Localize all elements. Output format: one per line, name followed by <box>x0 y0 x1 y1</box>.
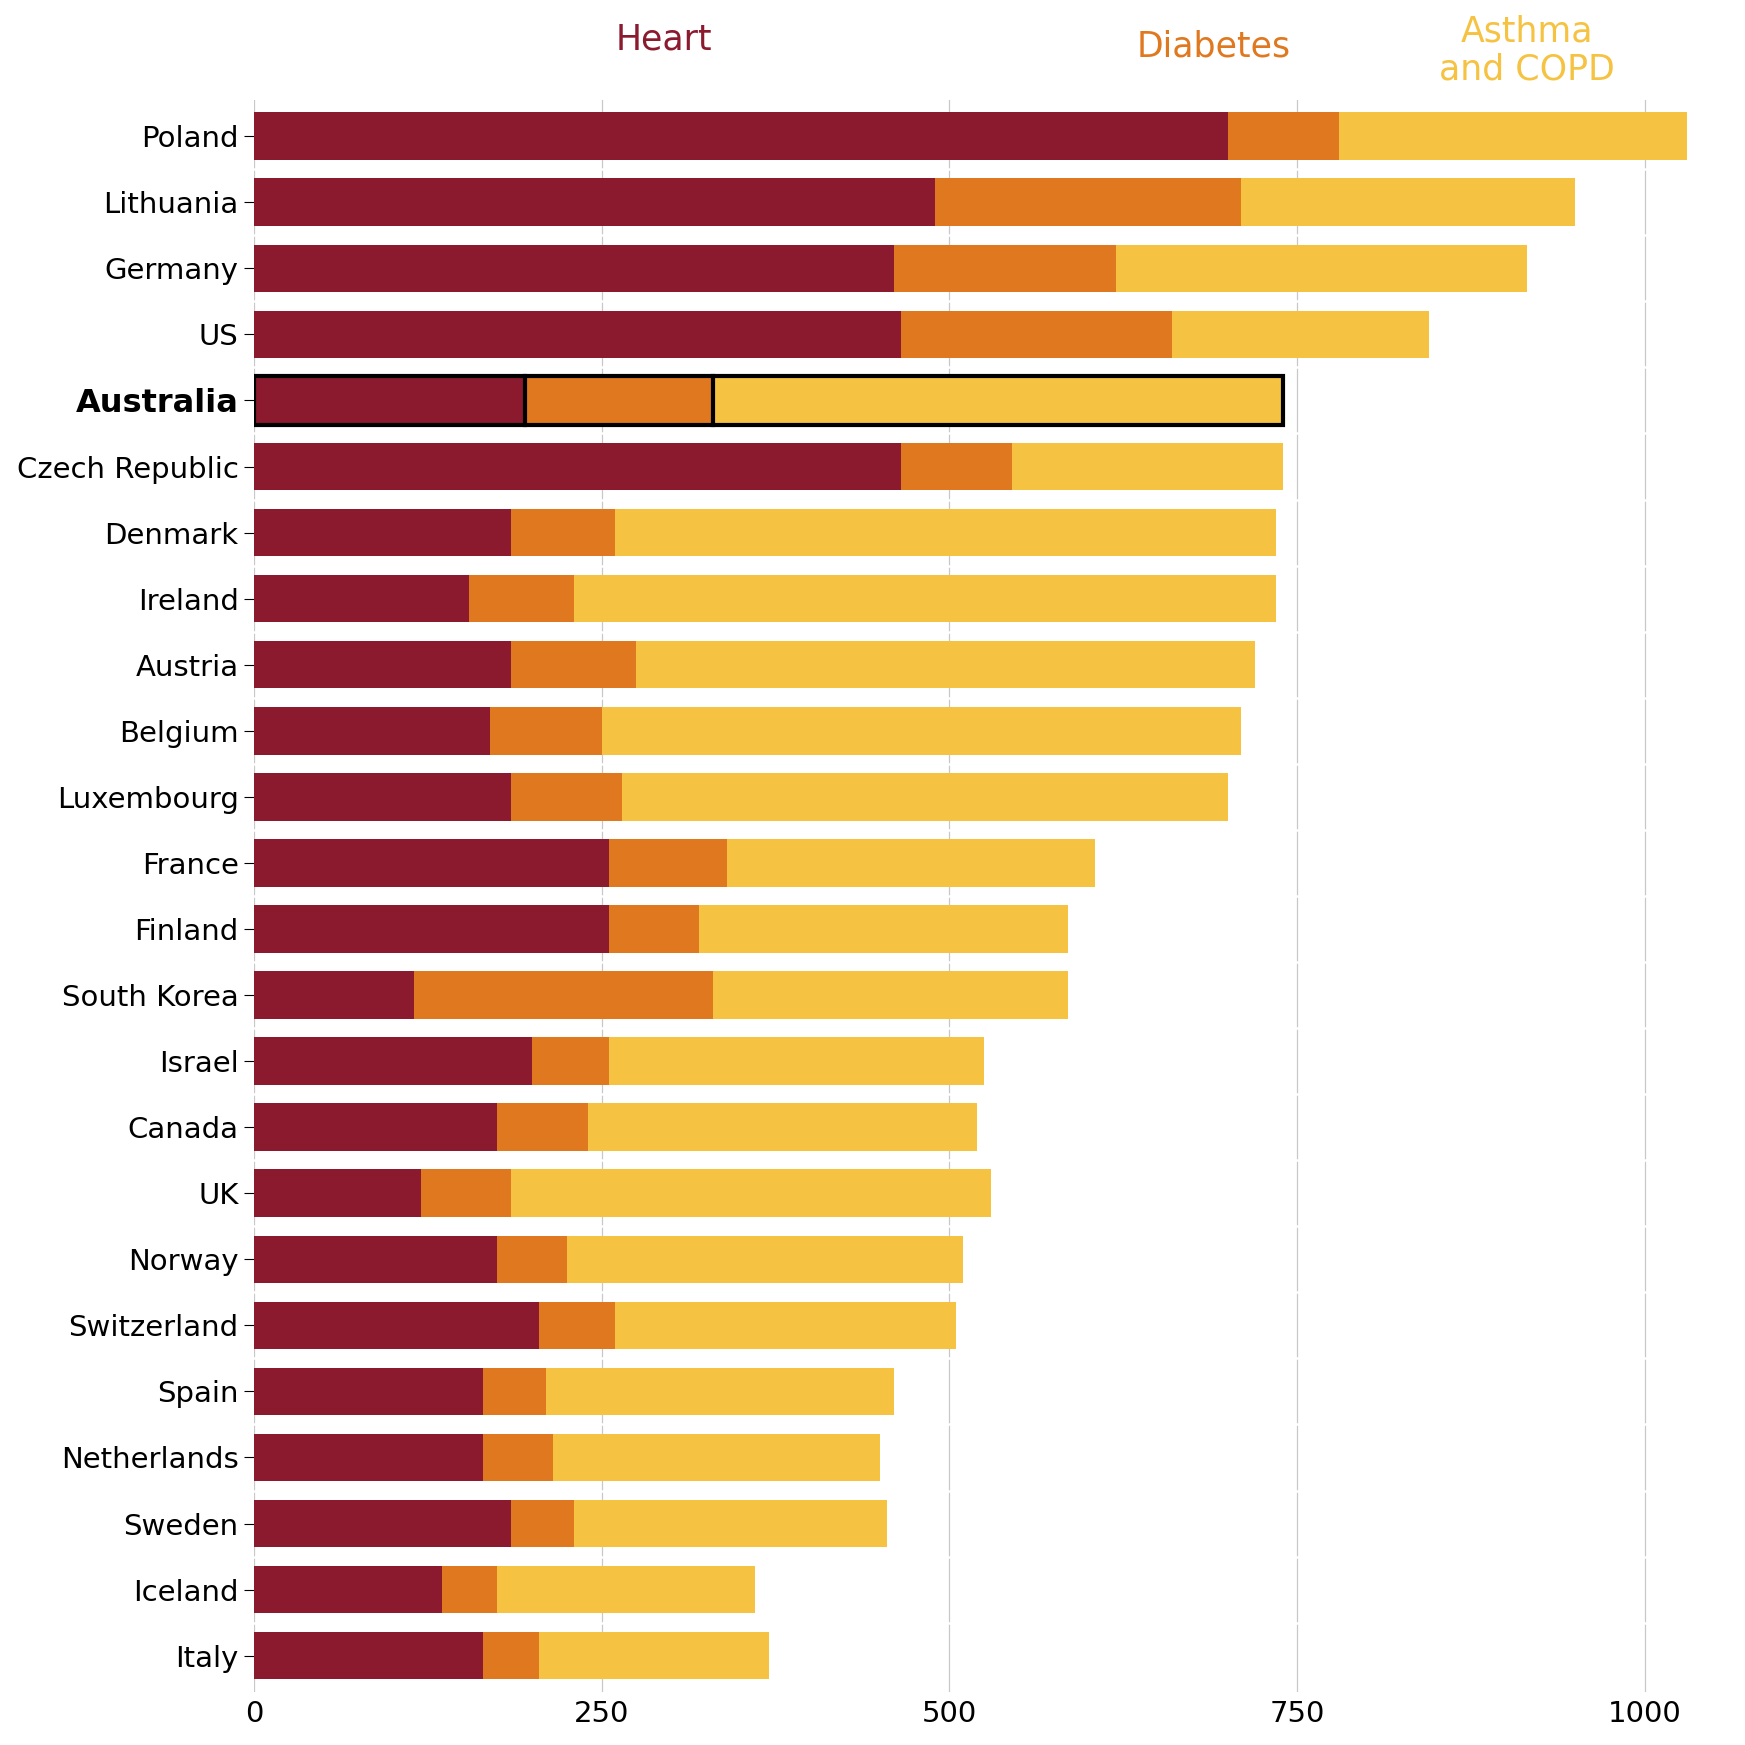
Bar <box>253 1302 539 1349</box>
Bar <box>421 1169 511 1216</box>
Bar <box>525 377 714 424</box>
Bar <box>253 1632 483 1679</box>
Bar <box>253 377 525 424</box>
Bar <box>253 1037 532 1085</box>
Bar <box>253 640 511 689</box>
Bar <box>490 707 602 754</box>
Bar <box>714 972 1068 1019</box>
Bar <box>497 1565 754 1614</box>
Bar <box>609 906 700 953</box>
Bar <box>900 311 1173 358</box>
Bar <box>497 1235 567 1283</box>
Bar <box>253 574 469 623</box>
Bar <box>511 1499 574 1548</box>
Bar <box>726 839 1096 886</box>
Bar <box>253 1434 483 1482</box>
Bar <box>253 773 511 820</box>
Bar <box>253 311 900 358</box>
Bar <box>511 1169 991 1216</box>
Bar <box>616 510 1276 557</box>
Bar <box>253 839 609 886</box>
Bar <box>574 574 1276 623</box>
Bar <box>253 377 1283 424</box>
Bar <box>253 972 414 1019</box>
Bar <box>253 906 609 953</box>
Bar <box>253 1103 497 1152</box>
Bar <box>539 1632 768 1679</box>
Bar <box>609 839 726 886</box>
Bar <box>900 443 1012 490</box>
Bar <box>511 773 623 820</box>
Bar <box>497 1103 588 1152</box>
Bar <box>532 1037 609 1085</box>
Bar <box>700 906 1068 953</box>
Text: Heart: Heart <box>616 23 712 58</box>
Bar <box>253 1235 497 1283</box>
Bar <box>511 510 616 557</box>
Bar <box>253 443 900 490</box>
Bar <box>609 1037 984 1085</box>
Bar <box>441 1565 497 1614</box>
Bar <box>588 1103 977 1152</box>
Bar <box>1227 112 1338 161</box>
Bar <box>893 244 1117 291</box>
Bar <box>253 707 490 754</box>
Bar <box>567 1235 963 1283</box>
Bar <box>935 178 1241 227</box>
Bar <box>1241 178 1576 227</box>
Bar <box>1117 244 1527 291</box>
Bar <box>623 773 1227 820</box>
Bar <box>602 707 1241 754</box>
Bar <box>253 1565 441 1614</box>
Bar <box>483 1632 539 1679</box>
Bar <box>511 640 637 689</box>
Bar <box>253 1169 421 1216</box>
Text: Asthma
and COPD: Asthma and COPD <box>1440 14 1614 87</box>
Bar <box>414 972 714 1019</box>
Bar <box>1173 311 1429 358</box>
Bar <box>483 1434 553 1482</box>
Bar <box>253 510 511 557</box>
Bar <box>553 1434 879 1482</box>
Bar <box>539 1302 616 1349</box>
Bar <box>574 1499 886 1548</box>
Text: Diabetes: Diabetes <box>1136 30 1291 63</box>
Bar <box>714 377 1283 424</box>
Bar <box>1338 112 1687 161</box>
Bar <box>483 1368 546 1415</box>
Bar <box>1012 443 1283 490</box>
Bar <box>253 178 935 227</box>
Bar <box>546 1368 893 1415</box>
Bar <box>253 244 893 291</box>
Bar <box>253 1499 511 1548</box>
Bar <box>253 112 1227 161</box>
Bar <box>637 640 1255 689</box>
Bar <box>469 574 574 623</box>
Bar <box>616 1302 956 1349</box>
Bar <box>253 1368 483 1415</box>
